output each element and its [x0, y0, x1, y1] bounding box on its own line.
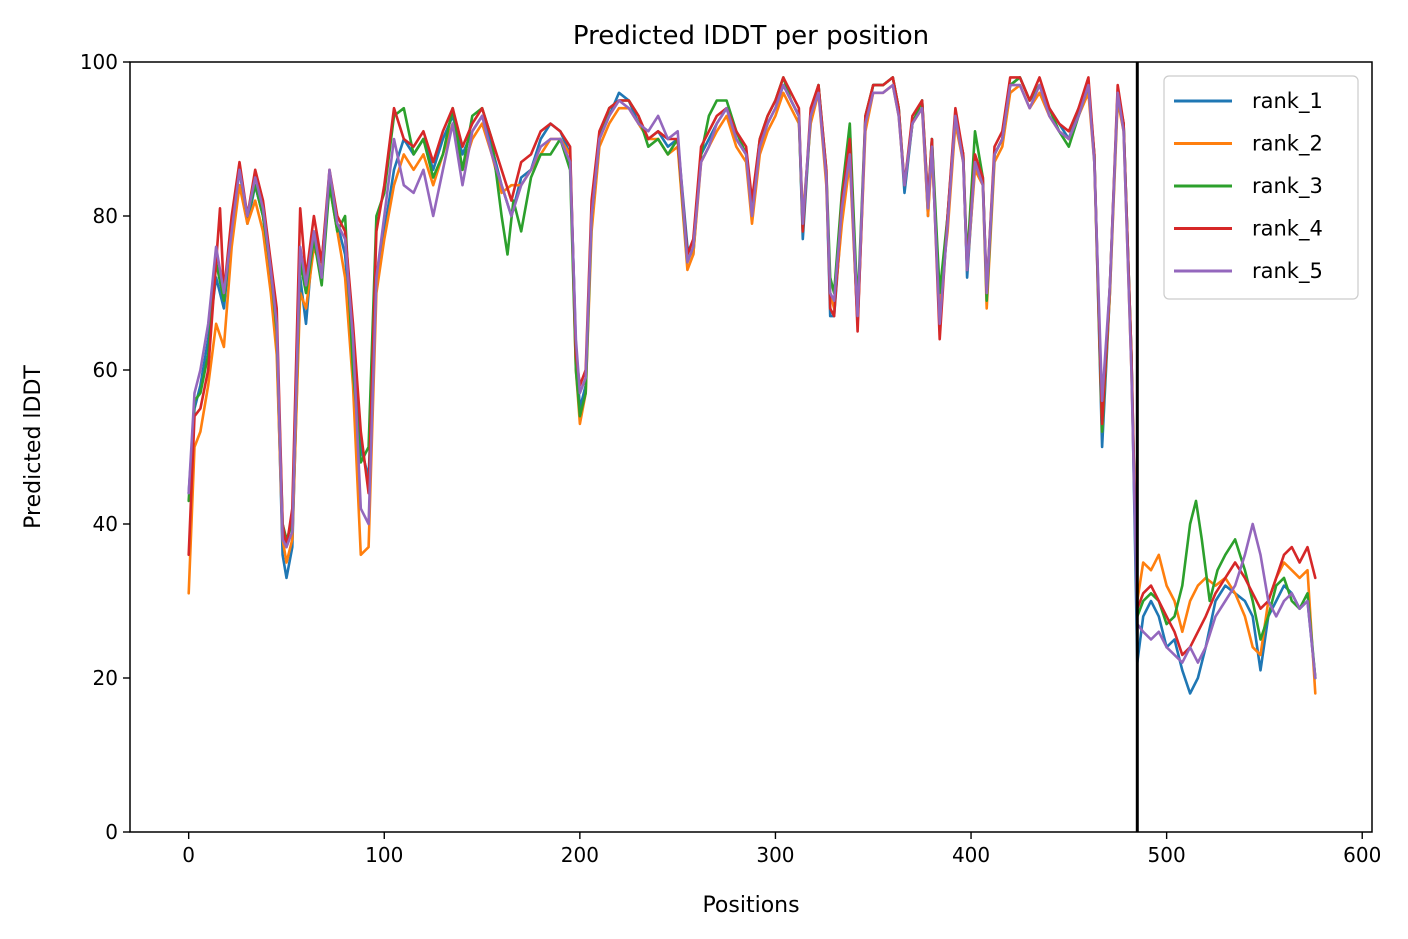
chart-title: Predicted lDDT per position [573, 21, 929, 51]
legend-label-rank-2: rank_2 [1252, 132, 1323, 157]
y-tick-label: 80 [93, 204, 118, 228]
legend-items: rank_1 rank_2 rank_3 rank_4 rank_5 [1174, 89, 1323, 284]
legend-box [1163, 75, 1359, 300]
legend-label-rank-1: rank_1 [1252, 89, 1323, 114]
y-tick-label: 60 [93, 358, 118, 382]
axis-ticks: 0 100 200 300 400 500 600 0 20 40 60 80 100 [80, 50, 1382, 867]
x-tick-label: 500 [1148, 843, 1186, 867]
y-tick-label: 40 [93, 512, 118, 536]
series-line-rank-5 [187, 83, 1317, 680]
legend: rank_1 rank_2 rank_3 rank_4 rank_5 [1163, 75, 1359, 300]
series-layer [187, 76, 1317, 695]
x-tick-label: 300 [756, 843, 794, 867]
legend-label-rank-4: rank_4 [1252, 217, 1323, 242]
x-axis-title: Positions [702, 893, 799, 918]
legend-label-rank-3: rank_3 [1252, 174, 1323, 199]
x-tick-label: 600 [1343, 843, 1381, 867]
x-tick-label: 200 [561, 843, 599, 867]
y-tick-label: 0 [105, 820, 118, 844]
x-tick-label: 0 [182, 843, 195, 867]
legend-label-rank-5: rank_5 [1252, 259, 1323, 284]
y-tick-label: 100 [80, 50, 118, 74]
x-tick-label: 400 [952, 843, 990, 867]
plot-frame [129, 61, 1373, 833]
x-tick-label: 100 [365, 843, 403, 867]
y-tick-label: 20 [93, 666, 118, 690]
y-axis-title: Predicted lDDT [21, 365, 46, 529]
